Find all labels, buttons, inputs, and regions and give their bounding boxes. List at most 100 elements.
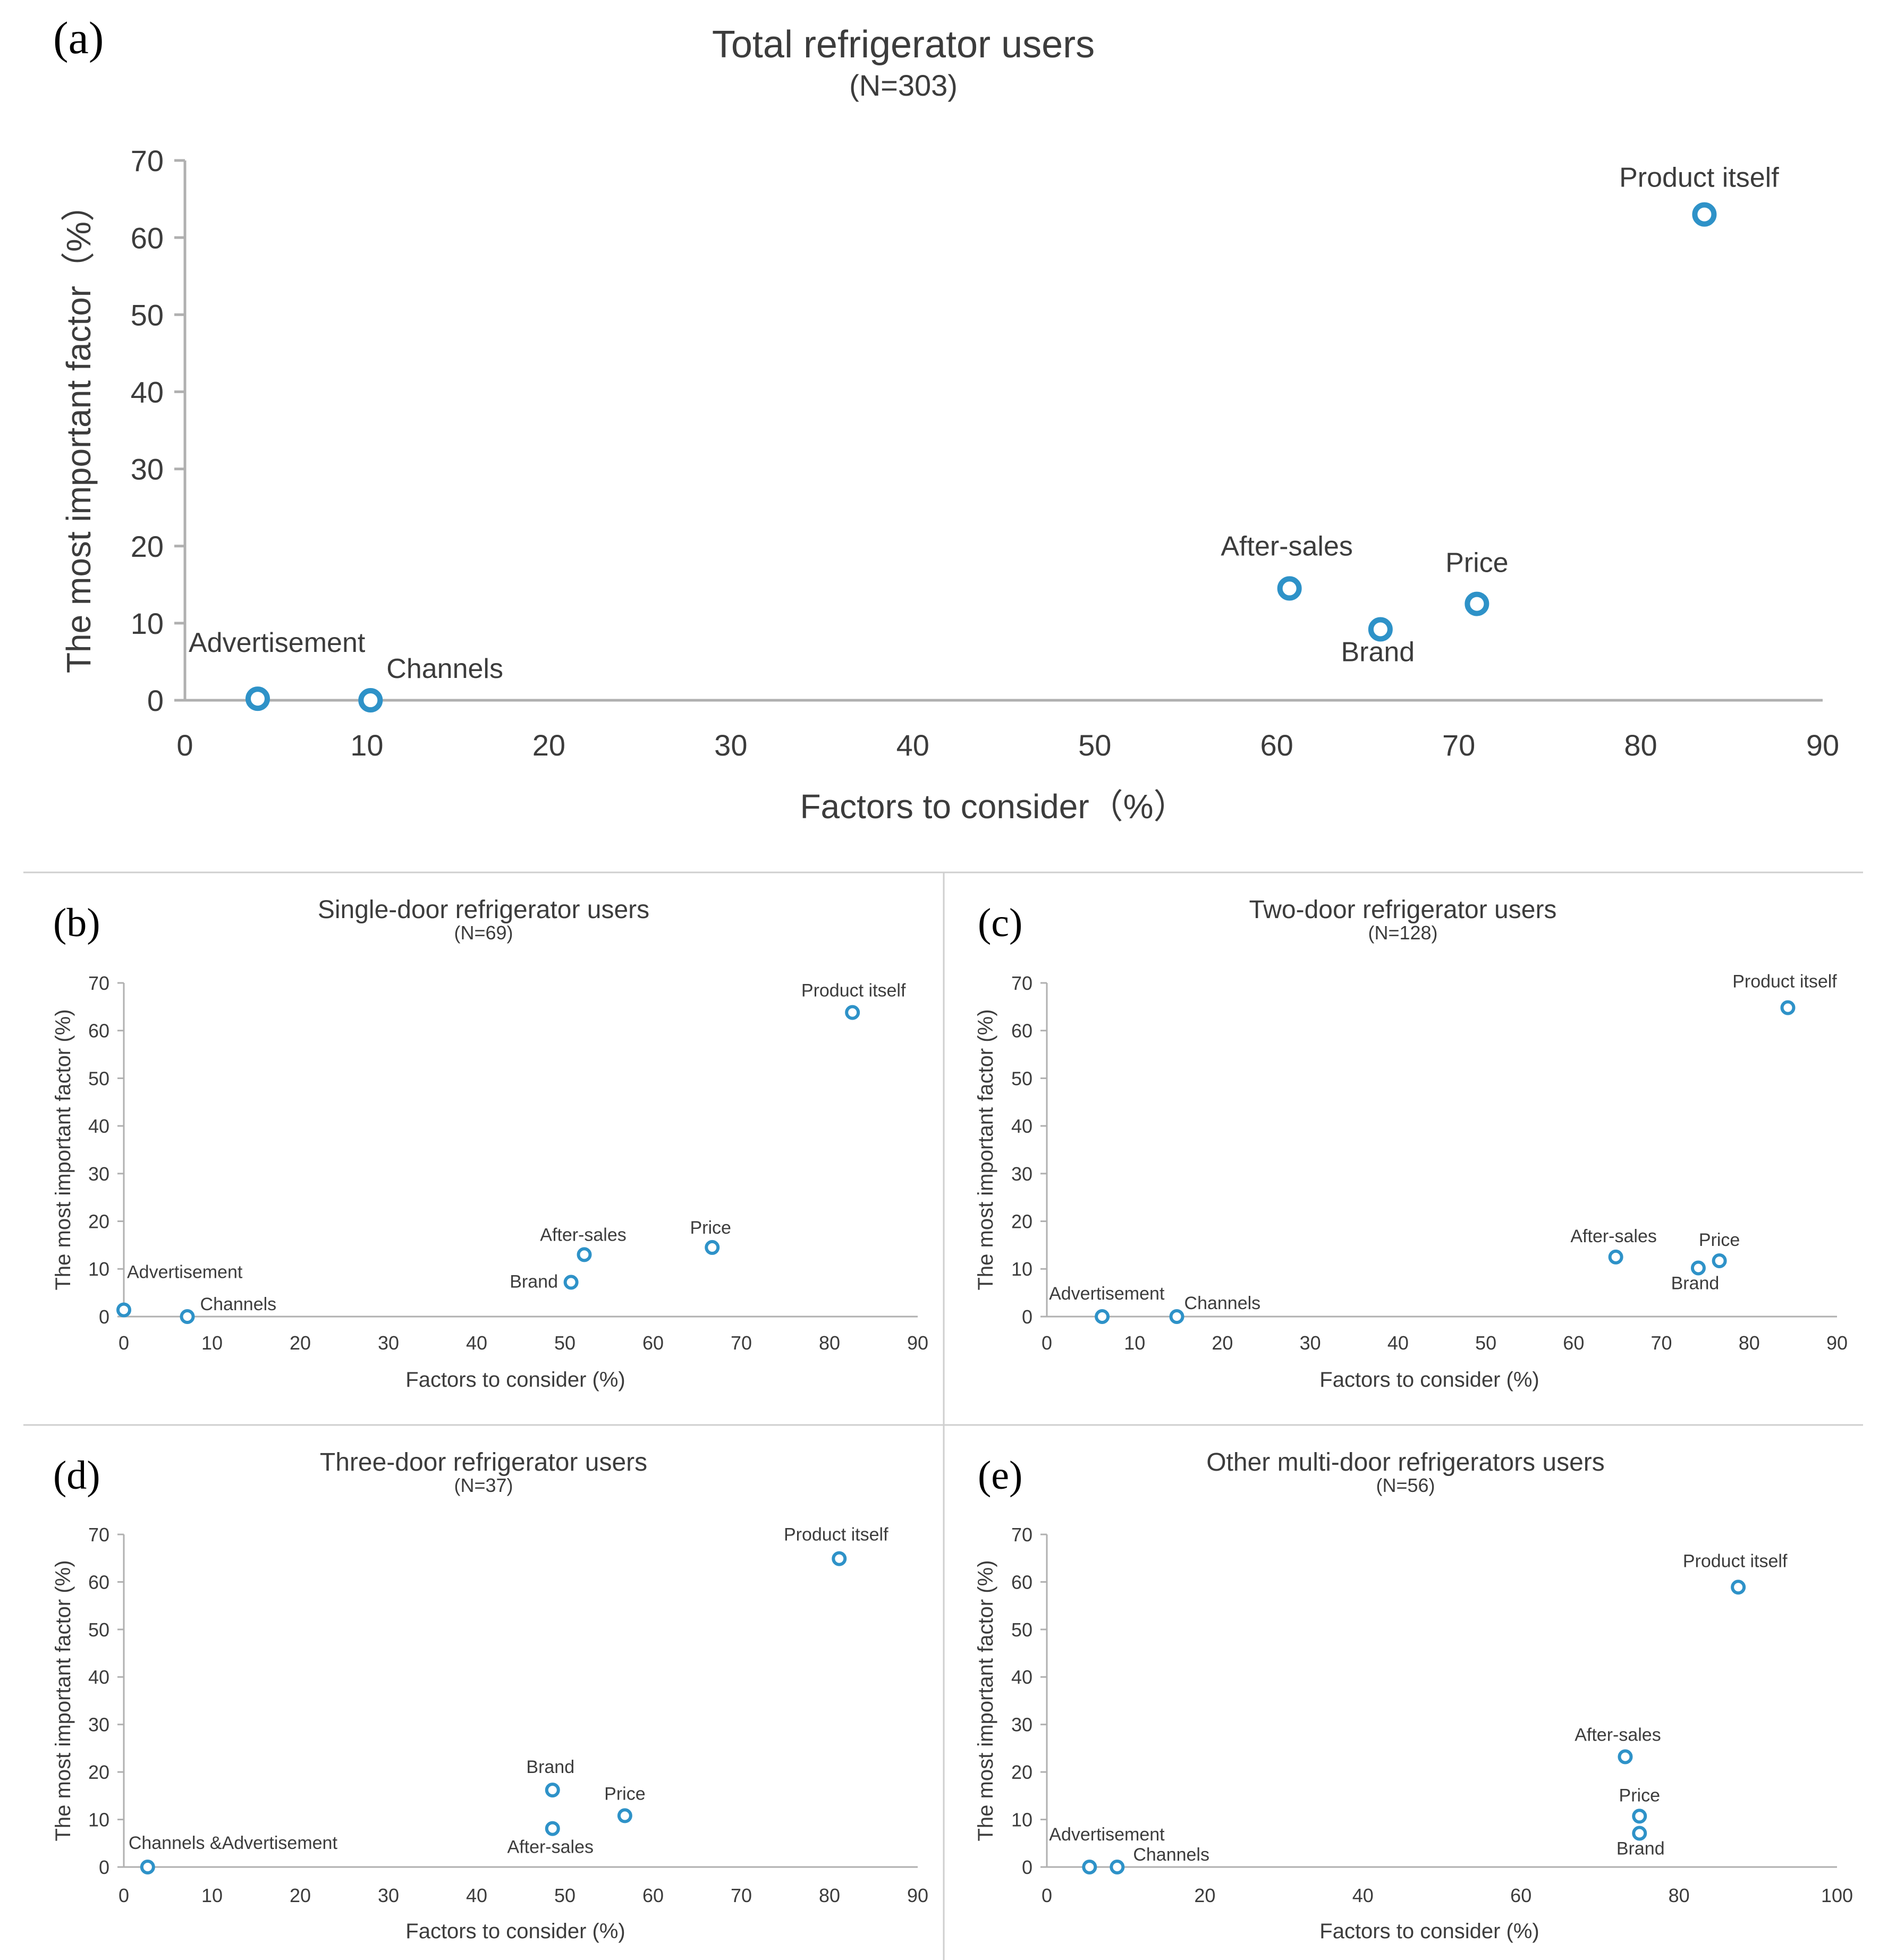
- data-point-brand: [545, 1783, 560, 1798]
- panel-letter: (b): [53, 901, 100, 945]
- panel-letter: (d): [53, 1453, 100, 1498]
- chart-panel-b: (b) Single-door refrigerator users(N=69) 0…: [52, 896, 928, 1391]
- y-axis-label: The most important factor (%): [974, 1009, 997, 1290]
- data-point-product-itself: [845, 1005, 860, 1020]
- chart-subtitle: (N=37): [454, 1474, 513, 1496]
- y-tick-label: 50: [131, 298, 164, 332]
- data-label-advertisement: Advertisement: [127, 1262, 243, 1282]
- data-label-brand: Brand: [1341, 637, 1415, 667]
- x-tick-label: 20: [290, 1885, 311, 1906]
- y-tick-label: 0: [99, 1856, 109, 1878]
- x-tick-label: 10: [350, 728, 383, 762]
- data-label-brand: Brand: [1671, 1273, 1720, 1293]
- x-tick-label: 40: [1387, 1332, 1409, 1354]
- data-point-channels: [1110, 1860, 1125, 1874]
- chart-panel-d: (d) Three-door refrigerator users(N=37) 0 1…: [52, 1448, 928, 1943]
- chart-subtitle: (N=303): [849, 69, 958, 102]
- x-tick-label: 30: [714, 728, 747, 762]
- y-tick-label: 50: [1011, 1067, 1032, 1089]
- y-tick-label: 60: [88, 1571, 109, 1593]
- y-tick-label: 70: [88, 972, 109, 994]
- data-point-after-sales: [545, 1821, 560, 1836]
- x-tick-label: 70: [1651, 1332, 1672, 1354]
- x-tick-label: 80: [1669, 1885, 1690, 1906]
- y-tick-label: 40: [88, 1666, 109, 1688]
- x-tick-label: 30: [378, 1332, 399, 1354]
- y-tick-label: 20: [88, 1761, 109, 1783]
- data-point-product-itself: [832, 1551, 847, 1566]
- chart-title: Three-door refrigerator users: [320, 1448, 647, 1477]
- panel-dividers: [23, 871, 1863, 1960]
- chart-title: Total refrigerator users: [712, 23, 1095, 66]
- y-tick-label: 10: [131, 607, 164, 640]
- y-tick-label: 30: [88, 1714, 109, 1736]
- data-point-advertisement: [1095, 1309, 1110, 1324]
- data-point-price: [1632, 1809, 1647, 1824]
- data-point-price: [1465, 591, 1489, 616]
- data-point-channels: [1169, 1309, 1184, 1324]
- data-point-advertisement: [116, 1302, 131, 1318]
- data-point-price: [1712, 1253, 1727, 1269]
- data-label-after-sales: After-sales: [507, 1837, 594, 1857]
- x-tick-label: 90: [907, 1332, 928, 1354]
- data-label-product-itself: Product itself: [1732, 972, 1837, 992]
- x-tick-label: 90: [1806, 728, 1839, 762]
- data-label-advertisement: Advertisement: [189, 627, 366, 658]
- data-label-price: Price: [604, 1784, 645, 1804]
- x-tick-label: 50: [554, 1332, 575, 1354]
- x-tick-label: 50: [1475, 1332, 1496, 1354]
- chart-panel-c: (c) Two-door refrigerator users(N=128) 0 10…: [974, 896, 1848, 1391]
- data-label-channels: Channels: [1184, 1293, 1261, 1313]
- data-point-brand: [1690, 1260, 1706, 1276]
- x-tick-label: 50: [1078, 728, 1111, 762]
- data-label-product-itself: Product itself: [784, 1525, 888, 1545]
- data-point-price: [705, 1240, 720, 1255]
- data-point-brand: [1632, 1826, 1647, 1841]
- data-label-brand: Brand: [526, 1757, 574, 1777]
- y-tick-label: 30: [88, 1163, 109, 1185]
- panel-letter: (e): [978, 1453, 1022, 1498]
- y-tick-label: 60: [88, 1020, 109, 1042]
- x-axis-label: Factors to consider (%): [405, 1920, 625, 1943]
- data-label-advertisement: Advertisement: [1049, 1825, 1165, 1845]
- data-label-price: Price: [1699, 1230, 1740, 1250]
- y-tick-label: 50: [88, 1619, 109, 1641]
- x-tick-label: 40: [466, 1885, 487, 1906]
- y-tick-label: 70: [131, 144, 164, 177]
- y-tick-label: 40: [131, 376, 164, 409]
- x-tick-label: 70: [731, 1885, 752, 1906]
- data-label-channels-advertisement: Channels &Advertisement: [129, 1833, 338, 1853]
- x-axis-label: Factors to consider (%): [1319, 1368, 1539, 1391]
- x-tick-label: 90: [1826, 1332, 1848, 1354]
- data-point-price: [617, 1808, 632, 1823]
- x-tick-label: 40: [896, 728, 929, 762]
- y-tick-label: 50: [1011, 1619, 1032, 1641]
- data-point-channels-advertisement: [140, 1860, 155, 1874]
- x-tick-label: 80: [1624, 728, 1657, 762]
- panel-letter: (a): [53, 12, 104, 63]
- x-tick-label: 0: [119, 1332, 129, 1354]
- x-tick-label: 30: [1300, 1332, 1321, 1354]
- x-tick-label: 100: [1821, 1885, 1853, 1906]
- chart-subtitle: (N=69): [454, 922, 513, 944]
- y-axis-label: The most important factor（%）: [60, 188, 98, 673]
- data-point-product-itself: [1692, 202, 1717, 227]
- y-tick-label: 70: [1011, 1524, 1032, 1546]
- y-tick-label: 10: [88, 1258, 109, 1280]
- data-label-channels: Channels: [386, 654, 503, 684]
- chart-panel-a: (a) Total refrigerator users(N=303) 0 10 20 3…: [53, 12, 1839, 826]
- data-point-after-sales: [1277, 576, 1302, 601]
- y-tick-label: 0: [1022, 1856, 1032, 1878]
- data-label-price: Price: [690, 1218, 731, 1238]
- y-tick-label: 70: [1011, 972, 1032, 994]
- chart-panel-e: (e) Other multi-door refrigerators users(…: [974, 1448, 1853, 1943]
- x-tick-label: 20: [532, 728, 565, 762]
- chart-subtitle: (N=128): [1368, 922, 1437, 944]
- y-tick-label: 10: [88, 1809, 109, 1831]
- y-tick-label: 20: [131, 530, 164, 563]
- y-tick-label: 40: [88, 1115, 109, 1137]
- x-axis-label: Factors to consider（%）: [800, 787, 1187, 826]
- data-label-product-itself: Product itself: [1683, 1551, 1788, 1571]
- data-point-brand: [563, 1275, 579, 1290]
